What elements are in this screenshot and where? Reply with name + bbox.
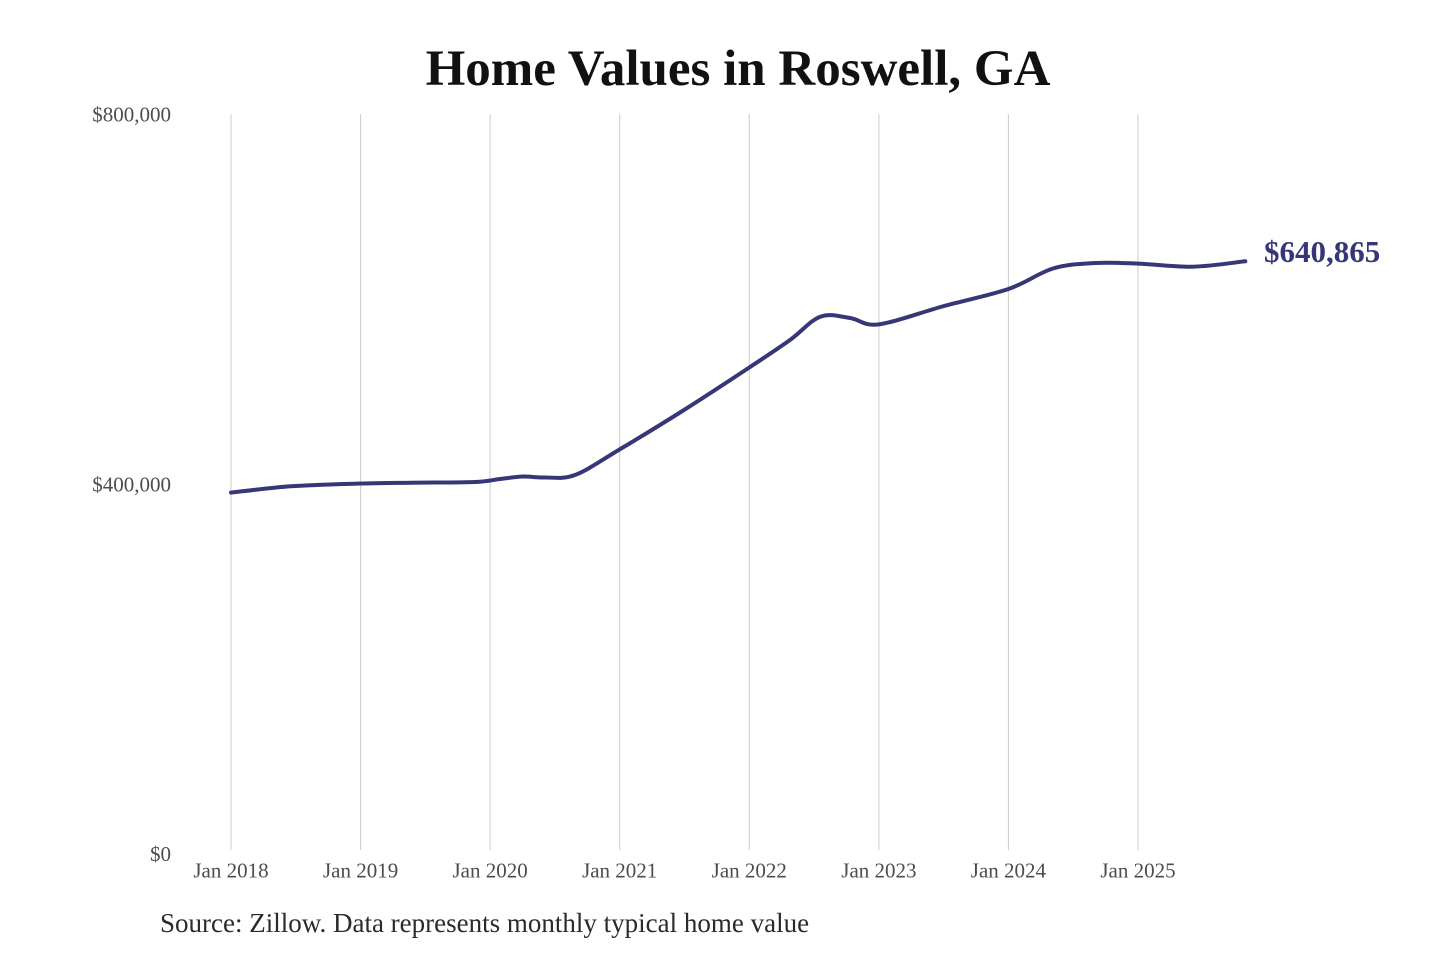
svg-text:Jan 2022: Jan 2022 bbox=[712, 859, 787, 883]
svg-text:Jan 2019: Jan 2019 bbox=[323, 859, 398, 883]
svg-text:$640,865: $640,865 bbox=[1264, 234, 1380, 269]
svg-text:Jan 2021: Jan 2021 bbox=[582, 859, 657, 883]
svg-text:$800,000: $800,000 bbox=[92, 103, 171, 127]
svg-text:Jan 2023: Jan 2023 bbox=[841, 859, 916, 883]
svg-text:Jan 2020: Jan 2020 bbox=[452, 859, 527, 883]
svg-text:$0: $0 bbox=[150, 842, 171, 866]
svg-text:Jan 2025: Jan 2025 bbox=[1100, 859, 1175, 883]
svg-text:$400,000: $400,000 bbox=[92, 472, 171, 496]
svg-text:Jan 2024: Jan 2024 bbox=[971, 859, 1047, 883]
svg-text:Jan 2018: Jan 2018 bbox=[193, 859, 268, 883]
